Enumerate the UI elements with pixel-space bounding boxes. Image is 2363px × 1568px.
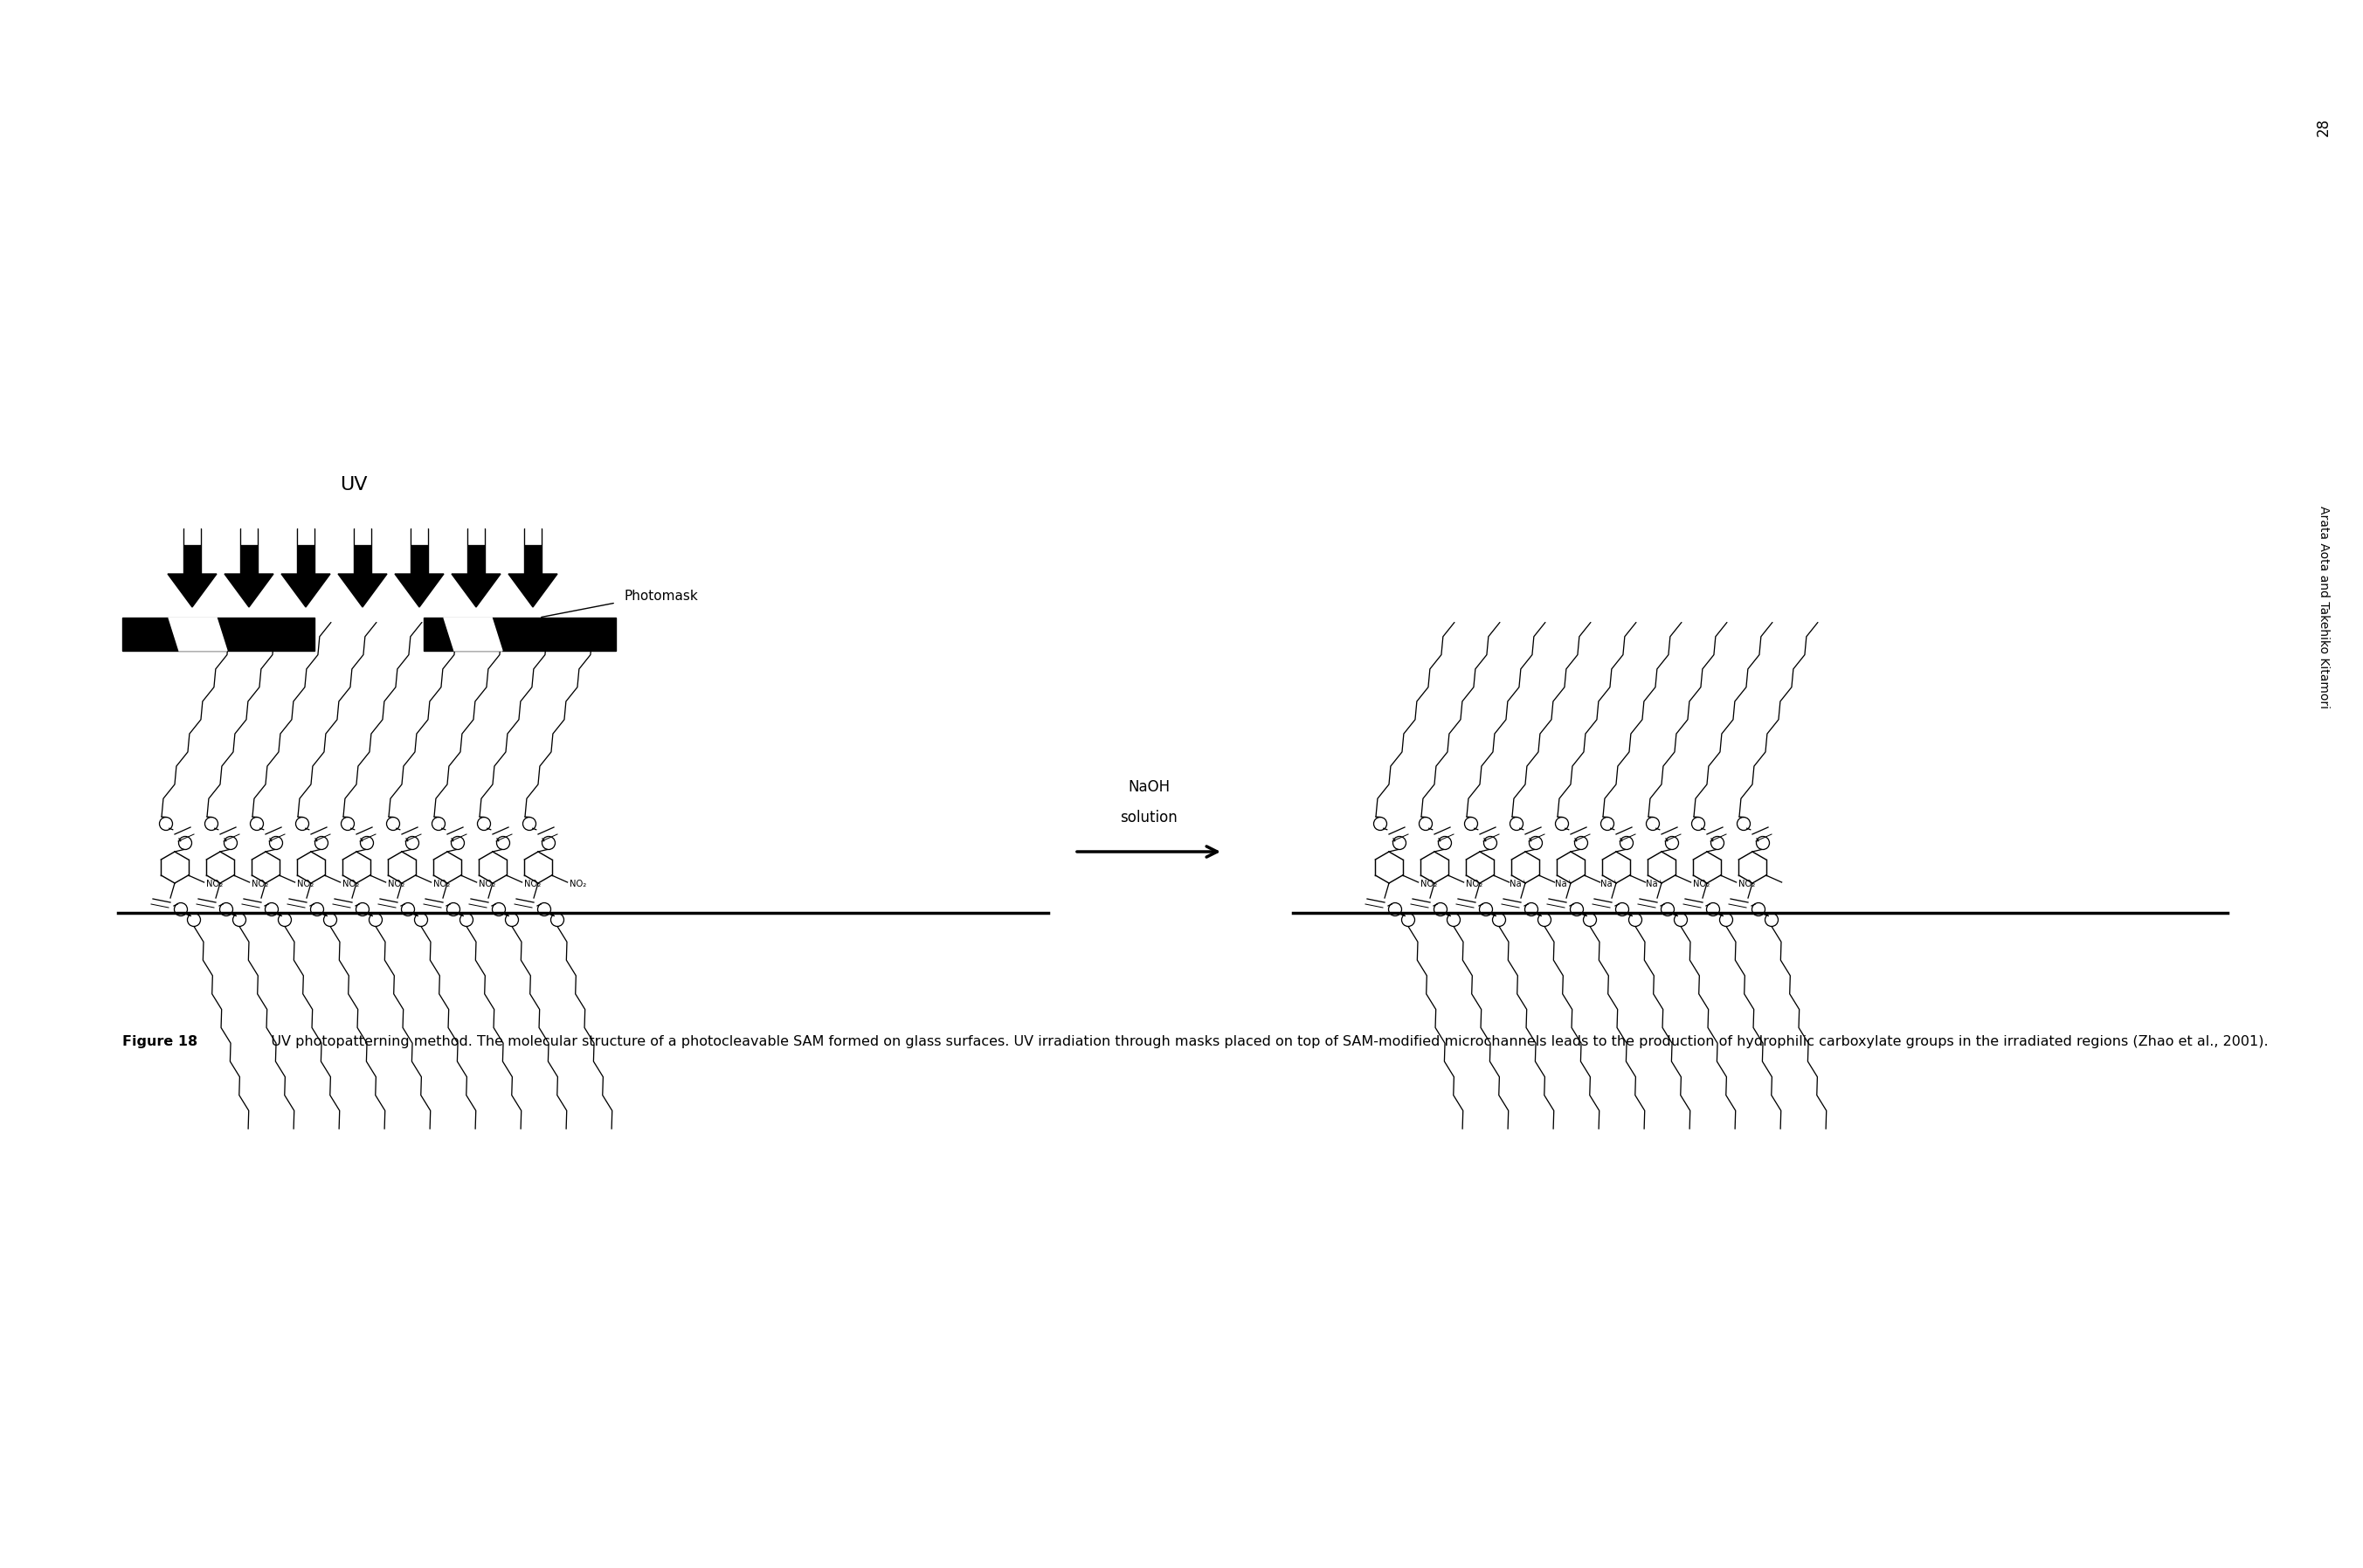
Polygon shape [525,528,541,574]
Text: UV: UV [340,477,369,494]
Polygon shape [354,528,371,574]
Bar [468,525,484,544]
Bar [184,525,201,544]
Text: NO₂: NO₂ [432,880,449,889]
Text: NO₂: NO₂ [388,880,404,889]
Polygon shape [508,574,558,607]
Polygon shape [451,574,501,607]
Text: Na⁺: Na⁺ [1555,880,1571,889]
Polygon shape [168,574,217,607]
Bar [411,525,428,544]
Text: 28: 28 [2316,118,2332,136]
Text: NO₂: NO₂ [206,880,222,889]
Text: Figure 18: Figure 18 [123,1035,198,1049]
Text: NO₂: NO₂ [569,880,586,889]
Text: Na⁺: Na⁺ [1510,880,1526,889]
Bar [354,525,371,544]
Bar [298,525,314,544]
Text: Arata Aota and Takehiko Kitamori: Arata Aota and Takehiko Kitamori [2318,506,2330,709]
Polygon shape [281,574,331,607]
Polygon shape [224,574,274,607]
Polygon shape [241,528,258,574]
Polygon shape [184,528,201,574]
Polygon shape [168,618,227,651]
Text: NO₂: NO₂ [477,880,496,889]
Bar [123,618,314,651]
Polygon shape [444,618,503,651]
Bar [525,525,541,544]
Polygon shape [468,528,484,574]
Text: NO₂: NO₂ [1465,880,1482,889]
Text: Na⁺: Na⁺ [1645,880,1661,889]
Polygon shape [411,528,428,574]
Text: NO₂: NO₂ [343,880,359,889]
Polygon shape [338,574,388,607]
Text: NO₂: NO₂ [298,880,314,889]
Bar [423,618,617,651]
Text: NO₂: NO₂ [1420,880,1437,889]
Bar [241,525,258,544]
Text: NO₂: NO₂ [1739,880,1756,889]
Text: Photomask: Photomask [624,590,699,602]
Text: NO₂: NO₂ [525,880,541,889]
Text: solution: solution [1120,809,1177,825]
Text: NO₂: NO₂ [1692,880,1708,889]
Polygon shape [298,528,314,574]
Text: NO₂: NO₂ [250,880,267,889]
Text: NaOH: NaOH [1127,779,1170,795]
Text: Na⁺: Na⁺ [1600,880,1616,889]
Text: UV photopatterning method. The molecular structure of a photocleavable SAM forme: UV photopatterning method. The molecular… [258,1035,2268,1049]
Polygon shape [395,574,444,607]
